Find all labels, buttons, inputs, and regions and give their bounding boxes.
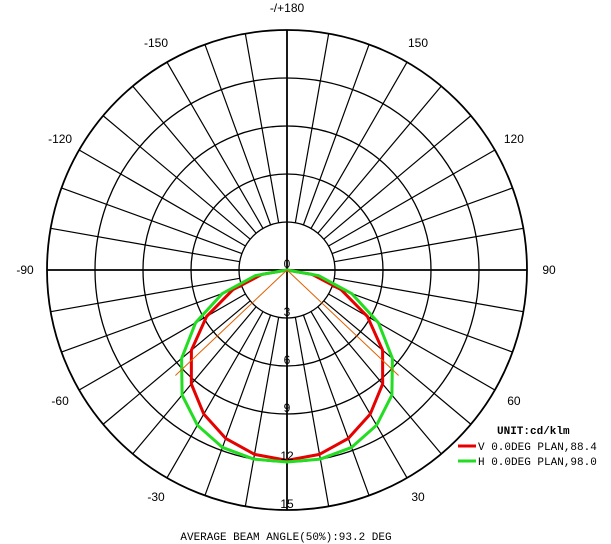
beam-angle-line-0 — [175, 269, 288, 376]
grid-spoke — [310, 311, 408, 479]
radial-tick-label: 0 — [284, 257, 291, 271]
grid-spoke — [244, 33, 280, 223]
legend-label-h: H 0.0DEG PLAN,98.0 — [478, 457, 597, 469]
grid-spoke — [204, 44, 272, 226]
angle-label-150: 150 — [408, 36, 428, 50]
grid-spoke — [102, 300, 251, 425]
chart-labels: 0 3 6 9 12 15 -/+180 -90 90 -150 -120 150 120 -60 -30 6… — [16, 1, 556, 511]
series-curve-1 — [180, 268, 394, 464]
angle-label-neg120: -120 — [48, 132, 72, 146]
legend-label-v: V 0.0DEG PLAN,88.4 — [478, 442, 597, 454]
grid-spoke — [317, 306, 442, 455]
grid-spoke — [302, 314, 370, 496]
radial-tick-label: 3 — [284, 305, 291, 319]
grid-spoke — [78, 149, 246, 247]
grid-spoke — [132, 85, 257, 234]
radial-tick-label: 12 — [280, 449, 294, 463]
angle-label-right: 90 — [542, 263, 556, 277]
grid-spoke — [102, 115, 251, 240]
unit-label: UNIT:cd/klm — [497, 426, 570, 438]
grid-spoke — [334, 277, 524, 313]
angle-label-neg150: -150 — [144, 36, 168, 50]
grid-spoke — [166, 311, 264, 479]
grid-spoke — [323, 300, 472, 425]
angle-label-left: -90 — [16, 263, 34, 277]
grid-spoke — [331, 187, 513, 255]
beam-angle-line-1 — [286, 269, 399, 376]
series-curve-0 — [189, 268, 385, 462]
grid-spoke — [331, 285, 513, 353]
grid-spoke — [294, 33, 330, 223]
series-layer — [175, 268, 399, 464]
radial-tick-label: 9 — [284, 401, 291, 415]
legend: V 0.0DEG PLAN,88.4 H 0.0DEG PLAN,98.0 — [458, 442, 597, 469]
grid-spoke — [50, 277, 240, 313]
grid-spoke — [132, 306, 257, 455]
radial-tick-label: 15 — [280, 497, 294, 511]
radial-tick-label: 6 — [284, 353, 291, 367]
grid-spoke — [78, 293, 246, 391]
grid-spoke — [166, 61, 264, 229]
angle-label-neg30: -30 — [147, 490, 165, 504]
grid-spoke — [310, 61, 408, 229]
grid-spoke — [328, 149, 496, 247]
angle-label-60: 60 — [507, 394, 521, 408]
footer-beam-angle: AVERAGE BEAM ANGLE(50%):93.2 DEG — [180, 532, 391, 544]
grid-spoke — [317, 85, 442, 234]
angle-label-120: 120 — [504, 132, 524, 146]
grid-spoke — [323, 115, 472, 240]
angle-label-neg60: -60 — [51, 394, 69, 408]
grid-spoke — [302, 44, 370, 226]
grid-spoke — [50, 227, 240, 263]
grid-spoke — [61, 187, 243, 255]
grid-spoke — [294, 317, 330, 507]
grid-spoke — [204, 314, 272, 496]
grid-spoke — [328, 293, 496, 391]
grid-spoke — [244, 317, 280, 507]
grid-spoke — [61, 285, 243, 353]
angle-label-top: -/+180 — [270, 1, 305, 15]
angle-label-30: 30 — [411, 490, 425, 504]
grid-spoke — [334, 227, 524, 263]
